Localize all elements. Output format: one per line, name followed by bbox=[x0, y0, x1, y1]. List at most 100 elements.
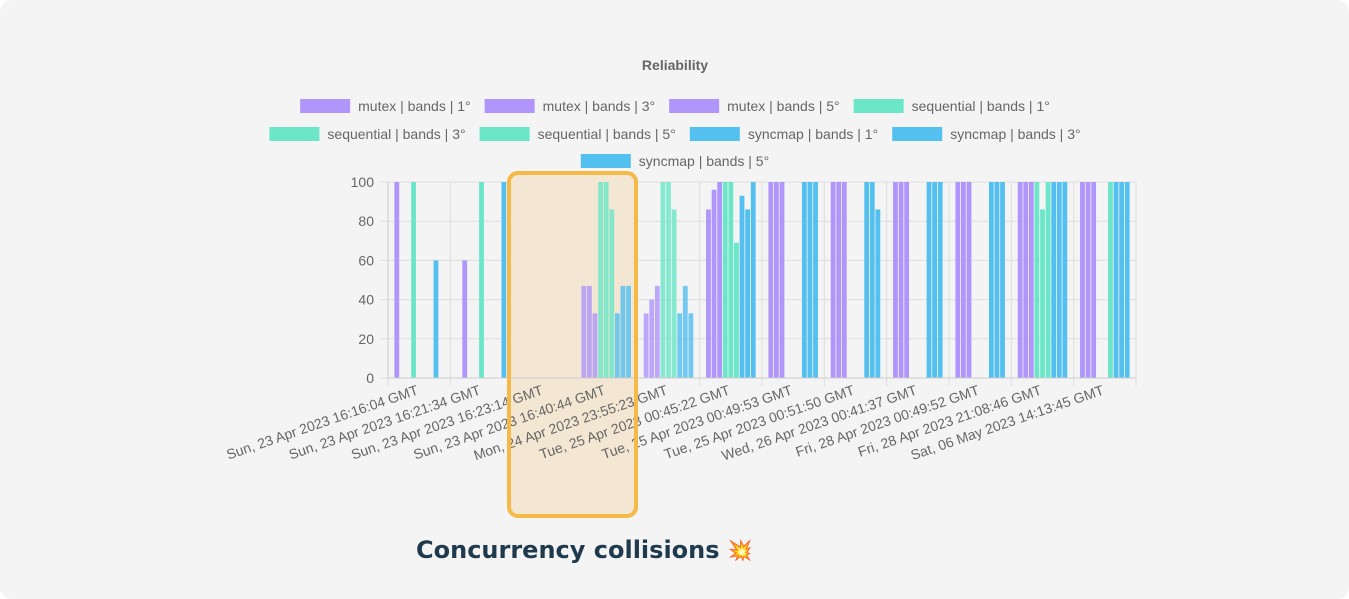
bar bbox=[603, 182, 609, 378]
bar bbox=[626, 285, 631, 378]
highlight-border bbox=[507, 171, 638, 518]
bar bbox=[904, 182, 910, 378]
bar bbox=[649, 299, 655, 378]
bar bbox=[926, 182, 932, 378]
legend-item[interactable]: syncmap | bands | 5° bbox=[580, 153, 769, 169]
bar bbox=[893, 182, 898, 378]
bar bbox=[688, 313, 694, 378]
y-tick-label: 100 bbox=[351, 174, 375, 190]
bar bbox=[671, 209, 677, 378]
bar bbox=[1000, 182, 1005, 378]
legend-item[interactable]: sequential | bands | 5° bbox=[479, 126, 676, 142]
bar bbox=[869, 182, 875, 378]
y-tick-label: 40 bbox=[358, 292, 374, 308]
chart-legend: mutex | bands | 1° mutex | bands | 3° mute… bbox=[269, 98, 1081, 169]
legend-label: sequential | bands | 5° bbox=[538, 126, 676, 142]
bar bbox=[1045, 182, 1051, 378]
y-tick-label: 60 bbox=[358, 252, 374, 268]
bar bbox=[1108, 182, 1113, 378]
legend-item[interactable]: mutex | bands | 1° bbox=[300, 98, 471, 114]
legend-swatch bbox=[580, 154, 631, 168]
bar bbox=[1091, 182, 1097, 378]
bar bbox=[1124, 182, 1130, 378]
legend-label: mutex | bands | 5° bbox=[727, 98, 840, 114]
bar bbox=[620, 285, 626, 378]
bar bbox=[1080, 182, 1085, 378]
bar bbox=[813, 182, 818, 378]
bar bbox=[1017, 182, 1023, 378]
bar bbox=[728, 182, 734, 378]
legend-swatch bbox=[300, 99, 351, 113]
chart-grid bbox=[380, 181, 1137, 386]
bar bbox=[586, 285, 592, 378]
legend-label: sequential | bands | 1° bbox=[912, 98, 1050, 114]
legend-swatch bbox=[689, 127, 740, 141]
bar bbox=[955, 182, 961, 378]
bar bbox=[462, 260, 468, 378]
legend-item[interactable]: sequential | bands | 3° bbox=[269, 126, 466, 142]
bar bbox=[598, 182, 603, 378]
bar bbox=[722, 182, 728, 378]
caption: Concurrency collisions 💥 bbox=[416, 536, 752, 564]
bar bbox=[501, 182, 507, 378]
legend-swatch bbox=[892, 127, 943, 141]
bar bbox=[660, 182, 666, 378]
bar bbox=[711, 189, 717, 378]
y-tick-label: 0 bbox=[366, 370, 374, 386]
bar bbox=[988, 182, 994, 378]
bar bbox=[836, 182, 842, 378]
bar bbox=[1062, 182, 1068, 378]
chart-title: Reliability bbox=[642, 57, 708, 73]
highlight-border-rect bbox=[507, 171, 638, 518]
bar bbox=[773, 182, 779, 378]
bar bbox=[801, 182, 807, 378]
bar bbox=[779, 182, 785, 378]
bar bbox=[1056, 182, 1062, 378]
bar bbox=[739, 195, 745, 378]
legend-swatch bbox=[479, 127, 530, 141]
bar bbox=[706, 209, 711, 378]
legend-item[interactable]: mutex | bands | 3° bbox=[484, 98, 656, 114]
bar bbox=[750, 182, 756, 378]
bar bbox=[581, 285, 587, 378]
bar bbox=[745, 209, 751, 378]
legend-label: mutex | bands | 1° bbox=[358, 98, 471, 114]
bar bbox=[479, 182, 484, 378]
bar bbox=[1040, 209, 1045, 378]
legend-swatch bbox=[853, 99, 904, 113]
y-tick-label: 20 bbox=[358, 331, 374, 347]
bar bbox=[768, 182, 774, 378]
bar bbox=[830, 182, 836, 378]
bar bbox=[734, 242, 739, 378]
legend-label: mutex | bands | 3° bbox=[543, 98, 656, 114]
legend-item[interactable]: syncmap | bands | 1° bbox=[689, 126, 878, 142]
bar bbox=[966, 182, 972, 378]
bar bbox=[1085, 182, 1091, 378]
legend-label: syncmap | bands | 3° bbox=[950, 126, 1080, 142]
bar bbox=[960, 182, 966, 378]
bar bbox=[592, 313, 598, 378]
bar bbox=[1119, 182, 1125, 378]
legend-swatch bbox=[484, 99, 535, 113]
bar bbox=[864, 182, 870, 378]
caption-text: Concurrency collisions bbox=[416, 536, 720, 564]
legend-item[interactable]: syncmap | bands | 3° bbox=[892, 126, 1081, 142]
bar bbox=[1051, 182, 1057, 378]
legend-swatch bbox=[269, 127, 320, 141]
bar bbox=[682, 285, 688, 378]
bar bbox=[807, 182, 813, 378]
bar bbox=[937, 182, 943, 378]
bar bbox=[411, 182, 416, 378]
legend-item[interactable]: sequential | bands | 1° bbox=[853, 98, 1050, 114]
bar bbox=[394, 182, 400, 378]
chart-bars bbox=[394, 182, 1130, 378]
bar bbox=[609, 209, 615, 378]
bar bbox=[614, 313, 620, 378]
bar bbox=[1028, 182, 1034, 378]
legend-label: sequential | bands | 3° bbox=[327, 126, 465, 142]
legend-item[interactable]: mutex | bands | 5° bbox=[669, 98, 840, 114]
bar bbox=[654, 285, 660, 378]
bar bbox=[1023, 182, 1029, 378]
